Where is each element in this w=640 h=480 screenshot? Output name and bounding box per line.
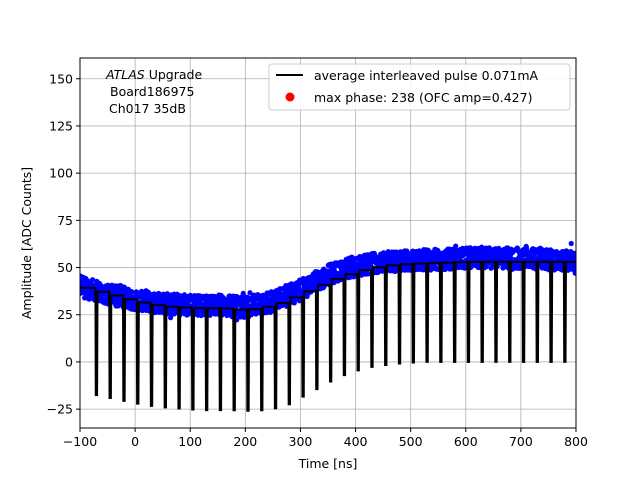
x-tick-label: 300 (289, 434, 313, 449)
x-tick-label: 500 (399, 434, 423, 449)
sample-point (318, 276, 324, 282)
annotation-line-1: ATLAS Upgrade (105, 67, 202, 82)
legend-label-average-pulse: average interleaved pulse 0.071mA (314, 68, 539, 83)
sample-point (573, 251, 576, 257)
x-tick-label: 0 (131, 434, 139, 449)
annotation-upgrade: Upgrade (145, 67, 203, 82)
sample-point (89, 277, 96, 283)
annotation-channel: Ch017 35dB (109, 101, 186, 116)
y-tick-label: 100 (49, 166, 73, 181)
sample-point (435, 247, 441, 254)
sample-point (453, 243, 459, 249)
pulse-series (80, 260, 576, 412)
plot-frame (79, 57, 577, 429)
y-tick-label: 150 (49, 71, 73, 86)
x-tick-label: 600 (454, 434, 478, 449)
y-tick-label: 50 (57, 260, 73, 275)
sample-point (563, 248, 570, 254)
sample-point (129, 289, 135, 295)
sample-point (568, 240, 574, 247)
y-tick-label: 125 (49, 118, 73, 133)
y-tick-label: 0 (65, 354, 73, 369)
y-tick-label: −25 (47, 402, 73, 417)
sample-point (240, 290, 246, 296)
x-tick-label: 100 (178, 434, 202, 449)
x-tick-label: 800 (564, 434, 588, 449)
sample-point (572, 270, 576, 276)
x-tick-label: −100 (63, 434, 97, 449)
y-axis-label: Amplitude [ADC Counts] (19, 167, 34, 319)
legend-box (268, 63, 571, 111)
sample-point (496, 246, 503, 253)
legend-label-max-phase: max phase: 238 (OFC amp=0.427) (314, 90, 532, 105)
y-tick-label: 25 (57, 307, 73, 322)
x-tick-label: 200 (233, 434, 257, 449)
x-tick-label: 400 (344, 434, 368, 449)
legend-dot-swatch (285, 92, 295, 102)
x-tick-label: 700 (509, 434, 533, 449)
x-axis-label: Time [ns] (298, 456, 358, 471)
sample-point (573, 264, 576, 271)
axis-ticks: −100 0 100 200 300 400 500 600 700 800 −25 0 25 50 75 1… (47, 71, 588, 449)
atlas-annotation: ATLAS Upgrade Board186975 Ch017 35dB (105, 67, 202, 116)
sample-point (291, 300, 297, 306)
legend: average interleaved pulse 0.071mA max ph… (268, 63, 571, 111)
sample-point (523, 243, 529, 250)
annotation-atlas: ATLAS (105, 67, 145, 82)
annotation-board: Board186975 (110, 84, 194, 99)
y-tick-label: 75 (57, 213, 73, 228)
average-pulse-line (80, 260, 576, 412)
